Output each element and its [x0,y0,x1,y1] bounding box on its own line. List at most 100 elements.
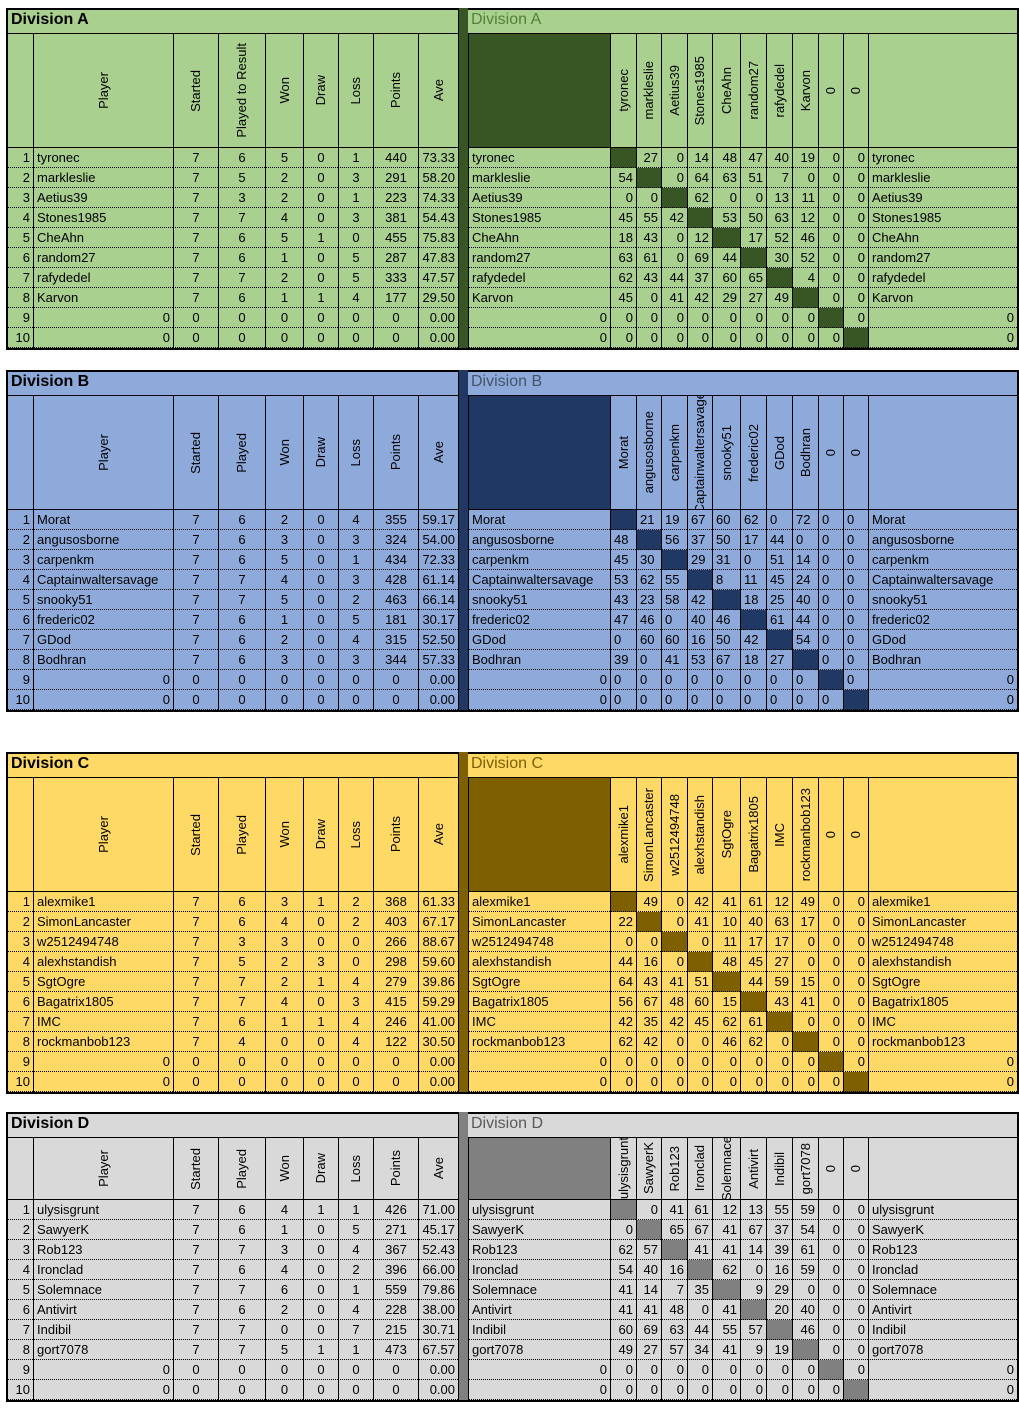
score-cell: 0 [792,328,818,348]
score-cell: 0 [661,892,687,912]
player-name: GDod [468,630,610,650]
score-cell: 45 [766,570,792,590]
stat-cell: 7 [218,1240,265,1260]
score-cell: 62 [636,570,661,590]
stat-cell: 0 [173,308,218,328]
score-cell: 0 [610,1072,636,1092]
score-cell: 27 [636,1340,661,1360]
diagonal-cell [740,1300,766,1320]
score-cell: 69 [687,248,712,268]
stat-cell: 1 [265,1012,303,1032]
score-cell: 0 [740,308,766,328]
stat-cell: 7 [173,228,218,248]
stat-cell: 0 [303,670,338,690]
stat-cell: 0 [338,328,373,348]
stat-cell: 287 [373,248,418,268]
diagonal-cell [843,328,868,348]
score-cell: 67 [687,1220,712,1240]
column-header: Loss [338,778,373,892]
row-number: 4 [8,570,33,590]
score-cell: 49 [610,1340,636,1360]
player-name: w2512494748 [33,932,173,952]
score-cell: 41 [712,892,740,912]
row-number: 7 [8,268,33,288]
opponent-header: 0 [818,396,843,510]
column-header: Draw [303,396,338,510]
stat-cell: 4 [338,1240,373,1260]
stat-cell: 1 [338,550,373,570]
stat-cell: 6 [218,912,265,932]
stat-cell: 0 [303,1360,338,1380]
column-header: Points [373,778,418,892]
score-cell: 27 [766,952,792,972]
stat-cell: 3 [338,650,373,670]
row-number: 2 [8,168,33,188]
column-header: Player [33,1138,173,1200]
diagonal-cell [766,1320,792,1340]
score-cell: 0 [610,1360,636,1380]
column-header: Ave [418,396,458,510]
score-cell: 0 [766,1072,792,1092]
player-name: rafydedel [468,268,610,288]
stat-cell: 0 [265,670,303,690]
score-cell: 62 [610,268,636,288]
score-cell: 0 [843,1012,868,1032]
score-cell: 53 [712,208,740,228]
stat-cell: 0 [373,1360,418,1380]
stat-cell: 2 [265,1300,303,1320]
stat-cell: 7 [173,952,218,972]
score-cell: 0 [661,168,687,188]
column-header: Ave [418,1138,458,1200]
score-cell: 41 [661,288,687,308]
stat-cell: 0 [303,650,338,670]
row-number: 1 [8,892,33,912]
player-name: alexmike1 [468,892,610,912]
column-header: Started [173,778,218,892]
player-name: rockmanbob123 [468,1032,610,1052]
player-name: CheAhn [33,228,173,248]
score-cell: 49 [792,892,818,912]
score-cell: 40 [740,912,766,932]
stat-cell: 1 [338,1340,373,1360]
score-cell: 0 [818,228,843,248]
player-name: gort7078 [868,1340,1017,1360]
score-cell: 0 [818,992,843,1012]
opponent-header: 0 [843,1138,868,1200]
stat-cell: 61.14 [418,570,458,590]
column-header: Player [33,396,173,510]
stat-cell: 181 [373,610,418,630]
player-name: Captainwaltersavage [33,570,173,590]
score-cell: 0 [766,308,792,328]
stat-cell: 403 [373,912,418,932]
score-cell: 0 [712,328,740,348]
stat-cell: 381 [373,208,418,228]
score-cell: 0 [818,530,843,550]
player-name: 0 [468,1072,610,1092]
stat-cell: 3 [265,932,303,952]
stat-cell: 368 [373,892,418,912]
diagonal-cell [687,952,712,972]
player-name: Indibil [468,1320,610,1340]
stat-cell: 0 [338,308,373,328]
score-cell: 11 [740,570,766,590]
row-number: 5 [8,972,33,992]
score-cell: 0 [843,168,868,188]
stat-cell: 1 [303,972,338,992]
row-number: 6 [8,610,33,630]
score-cell: 42 [661,208,687,228]
score-cell: 16 [636,952,661,972]
stat-cell: 0 [303,1280,338,1300]
stat-cell: 2 [265,168,303,188]
stat-cell: 0 [265,1072,303,1092]
score-cell: 0 [843,1240,868,1260]
opponent-header: rafydedel [766,34,792,148]
stat-cell: 5 [338,268,373,288]
row-number: 7 [8,630,33,650]
score-cell: 0 [843,992,868,1012]
column-header: Started [173,396,218,510]
diagonal-cell [687,1260,712,1280]
stat-cell: 3 [265,892,303,912]
stat-cell: 59.17 [418,510,458,530]
score-cell: 0 [766,510,792,530]
column-header: Won [265,34,303,148]
